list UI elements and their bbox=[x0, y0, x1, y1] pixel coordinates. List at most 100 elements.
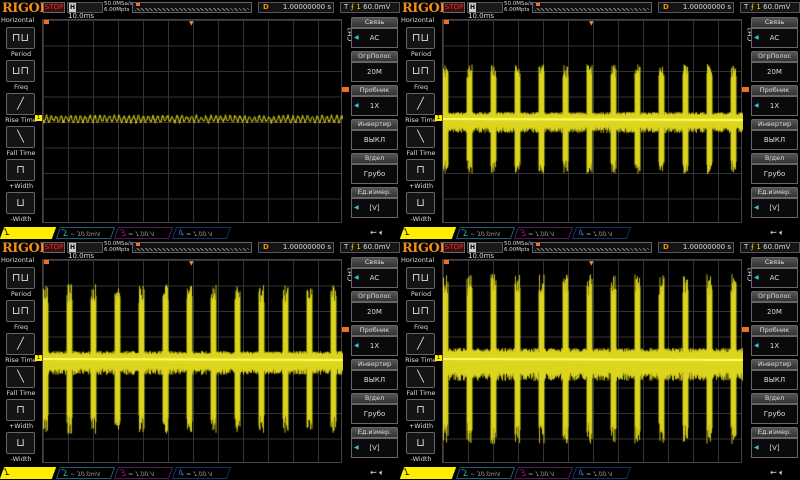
menu-item-value-box[interactable]: ◀ [V] bbox=[351, 438, 398, 458]
menu-item[interactable]: Инвертир ВЫКЛ bbox=[751, 359, 798, 390]
fall-time-measure-button[interactable]: ╲ bbox=[406, 126, 435, 148]
menu-item[interactable]: Связь ◀ AC bbox=[751, 257, 798, 288]
delay-display[interactable]: D 1.00000000 s bbox=[658, 242, 734, 253]
delay-display[interactable]: D 1.00000000 s bbox=[258, 2, 334, 13]
period-measure-button[interactable]: ⊓⊔ bbox=[406, 267, 435, 289]
channel-2-badge[interactable]: 2 ~ 20.0mV bbox=[55, 227, 116, 239]
positive-width-measure-button[interactable]: ⊓ bbox=[406, 399, 435, 421]
menu-item-value-box[interactable]: ◀ AC bbox=[751, 268, 798, 288]
menu-item-value-box[interactable]: Грубо bbox=[751, 164, 798, 184]
positive-width-measure-button[interactable]: ⊓ bbox=[406, 159, 435, 181]
rise-time-measure-button[interactable]: ╱ bbox=[406, 93, 435, 115]
menu-item[interactable]: Ед.измер. ◀ [V] bbox=[351, 427, 398, 458]
menu-item[interactable]: Ед.измер. ◀ [V] bbox=[751, 187, 798, 218]
menu-item[interactable]: ОгрПолос 20M bbox=[751, 51, 798, 82]
menu-item-value-box[interactable]: 20M bbox=[751, 302, 798, 322]
channel-4-badge[interactable]: 4 = 1.00 V bbox=[171, 227, 232, 239]
menu-item[interactable]: В/дел Грубо bbox=[351, 153, 398, 184]
run-stop-status[interactable]: STOP bbox=[443, 242, 465, 253]
menu-item-value-box[interactable]: 20M bbox=[751, 62, 798, 82]
trigger-display[interactable]: T ⨍ 1 60.0mV bbox=[740, 242, 800, 253]
timebase-display[interactable]: H10.0ms bbox=[467, 2, 503, 20]
menu-item[interactable]: ОгрПолос 20M bbox=[751, 291, 798, 322]
fall-time-measure-button[interactable]: ╲ bbox=[6, 366, 35, 388]
freq-measure-button[interactable]: ⊔⊓ bbox=[6, 60, 35, 82]
channel-1-badge[interactable]: 1~50.0mV B bbox=[0, 467, 57, 480]
menu-item[interactable]: ОгрПолос 20M bbox=[351, 291, 398, 322]
delay-display[interactable]: D 1.00000000 s bbox=[258, 242, 334, 253]
channel-2-badge[interactable]: 2 ~ 20.0mV bbox=[55, 467, 116, 479]
waveform-grid[interactable] bbox=[442, 19, 743, 224]
speaker-icon[interactable]: 🔈︎ bbox=[779, 228, 785, 237]
channel-1-badge[interactable]: 1~50.0mV B bbox=[0, 227, 57, 240]
period-measure-button[interactable]: ⊓⊔ bbox=[6, 27, 35, 49]
trigger-position-marker-icon[interactable]: ▼ bbox=[589, 260, 594, 267]
run-stop-status[interactable]: STOP bbox=[43, 2, 65, 13]
speaker-icon[interactable]: 🔈︎ bbox=[379, 228, 385, 237]
negative-width-measure-button[interactable]: ⊔ bbox=[406, 432, 435, 454]
negative-width-measure-button[interactable]: ⊔ bbox=[6, 192, 35, 214]
menu-item-value-box[interactable]: ◀ 1X bbox=[751, 336, 798, 356]
menu-item-value-box[interactable]: Грубо bbox=[751, 404, 798, 424]
trigger-level-marker-icon[interactable] bbox=[342, 87, 349, 92]
rise-time-measure-button[interactable]: ╱ bbox=[406, 333, 435, 355]
menu-item-value-box[interactable]: Грубо bbox=[351, 404, 398, 424]
trigger-level-marker-icon[interactable] bbox=[742, 87, 749, 92]
trigger-display[interactable]: T ⨍ 1 60.0mV bbox=[740, 2, 800, 13]
menu-item-value-box[interactable]: ◀ 1X bbox=[351, 96, 398, 116]
run-stop-status[interactable]: STOP bbox=[443, 2, 465, 13]
channel1-ground-marker[interactable]: 1 bbox=[35, 355, 42, 361]
trigger-position-marker-icon[interactable]: ▼ bbox=[589, 20, 594, 27]
menu-item-value-box[interactable]: ◀ [V] bbox=[751, 198, 798, 218]
menu-item[interactable]: В/дел Грубо bbox=[351, 393, 398, 424]
period-measure-button[interactable]: ⊓⊔ bbox=[406, 27, 435, 49]
menu-item-value-box[interactable]: ◀ AC bbox=[351, 268, 398, 288]
fall-time-measure-button[interactable]: ╲ bbox=[6, 126, 35, 148]
menu-item[interactable]: ОгрПолос 20M bbox=[351, 51, 398, 82]
menu-item-value-box[interactable]: ◀ 1X bbox=[351, 336, 398, 356]
channel1-ground-marker[interactable]: 1 bbox=[35, 115, 42, 121]
menu-item[interactable]: Пробник ◀ 1X bbox=[751, 325, 798, 356]
waveform-grid[interactable] bbox=[42, 19, 343, 224]
channel-4-badge[interactable]: 4 = 1.00 V bbox=[571, 467, 632, 479]
trigger-level-marker-icon[interactable] bbox=[342, 327, 349, 332]
menu-item-value-box[interactable]: ВЫКЛ bbox=[351, 130, 398, 150]
channel1-ground-marker[interactable]: 1 bbox=[435, 115, 442, 121]
positive-width-measure-button[interactable]: ⊓ bbox=[6, 159, 35, 181]
waveform-grid[interactable] bbox=[442, 259, 743, 464]
menu-item[interactable]: Пробник ◀ 1X bbox=[751, 85, 798, 116]
menu-item[interactable]: Пробник ◀ 1X bbox=[351, 85, 398, 116]
channel-4-badge[interactable]: 4 = 1.00 V bbox=[571, 227, 632, 239]
channel-3-badge[interactable]: 3 = 1.00 V bbox=[513, 227, 574, 239]
menu-item[interactable]: Ед.измер. ◀ [V] bbox=[751, 427, 798, 458]
menu-item-value-box[interactable]: ВЫКЛ bbox=[751, 130, 798, 150]
menu-item-value-box[interactable]: ВЫКЛ bbox=[751, 370, 798, 390]
waveform-grid[interactable] bbox=[42, 259, 343, 464]
channel-4-badge[interactable]: 4 = 1.00 V bbox=[171, 467, 232, 479]
menu-item[interactable]: Пробник ◀ 1X bbox=[351, 325, 398, 356]
menu-item[interactable]: В/дел Грубо bbox=[751, 393, 798, 424]
trigger-position-marker-icon[interactable]: ▼ bbox=[189, 20, 194, 27]
menu-item-value-box[interactable]: ◀ [V] bbox=[351, 198, 398, 218]
freq-measure-button[interactable]: ⊔⊓ bbox=[406, 60, 435, 82]
menu-item[interactable]: Ед.измер. ◀ [V] bbox=[351, 187, 398, 218]
menu-item-value-box[interactable]: ◀ [V] bbox=[751, 438, 798, 458]
speaker-icon[interactable]: 🔈︎ bbox=[379, 468, 385, 477]
channel-3-badge[interactable]: 3 = 1.00 V bbox=[113, 467, 174, 479]
menu-item[interactable]: Связь ◀ AC bbox=[351, 17, 398, 48]
menu-item[interactable]: В/дел Грубо bbox=[751, 153, 798, 184]
period-measure-button[interactable]: ⊓⊔ bbox=[6, 267, 35, 289]
channel-3-badge[interactable]: 3 = 1.00 V bbox=[113, 227, 174, 239]
channel-2-badge[interactable]: 2 ~ 20.0mV bbox=[455, 227, 516, 239]
freq-measure-button[interactable]: ⊔⊓ bbox=[6, 300, 35, 322]
negative-width-measure-button[interactable]: ⊔ bbox=[6, 432, 35, 454]
freq-measure-button[interactable]: ⊔⊓ bbox=[406, 300, 435, 322]
menu-item[interactable]: Инвертир ВЫКЛ bbox=[351, 359, 398, 390]
trigger-level-marker-icon[interactable] bbox=[742, 327, 749, 332]
channel-2-badge[interactable]: 2 ~ 20.0mV bbox=[455, 467, 516, 479]
menu-item-value-box[interactable]: ВЫКЛ bbox=[351, 370, 398, 390]
channel-1-badge[interactable]: 1~50.0mV B bbox=[400, 467, 457, 480]
channel1-ground-marker[interactable]: 1 bbox=[435, 355, 442, 361]
rise-time-measure-button[interactable]: ╱ bbox=[6, 93, 35, 115]
menu-item-value-box[interactable]: 20M bbox=[351, 302, 398, 322]
